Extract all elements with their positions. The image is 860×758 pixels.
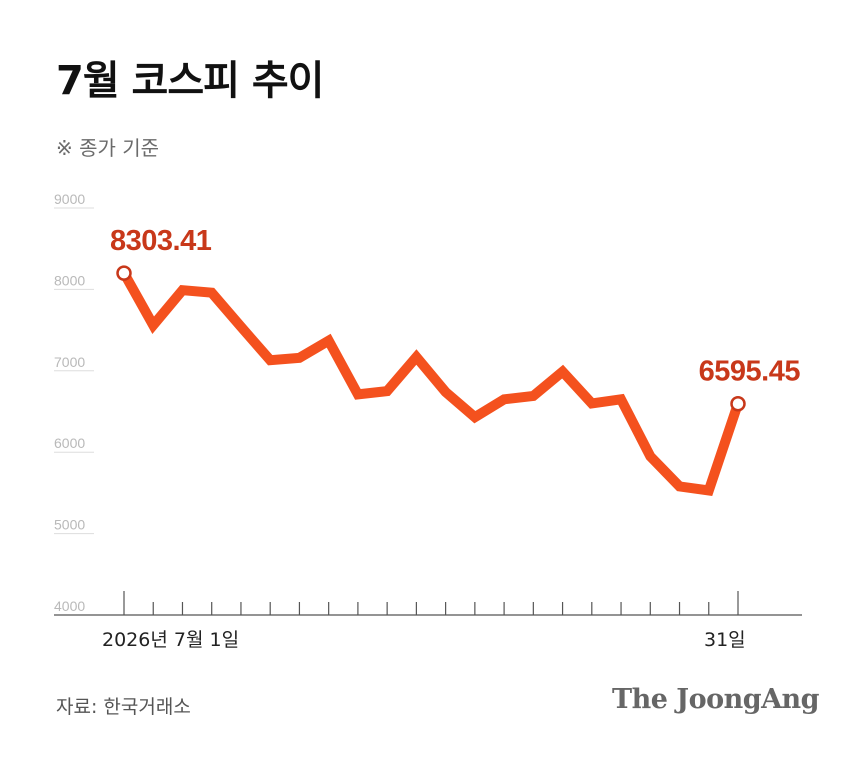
source-note: 자료: 한국거래소 <box>56 696 191 718</box>
chart-title: 7월 코스피 추이 <box>56 58 324 104</box>
series-line <box>119 270 743 497</box>
y-tick-label: 5000 <box>54 517 85 533</box>
chart-subtitle: ※ 종가 기준 <box>56 136 160 160</box>
x-axis <box>54 591 802 616</box>
y-tick-label: 6000 <box>54 435 85 451</box>
y-tick-label: 7000 <box>54 354 85 370</box>
data-label: 6595.45 <box>699 356 801 388</box>
y-tick-label: 9000 <box>54 191 85 207</box>
endpoint-marker <box>116 265 132 281</box>
data-label: 8303.41 <box>110 225 212 257</box>
data-labels: 8303.41 6595.45 <box>110 225 801 388</box>
y-axis-ticks: 9000 8000 7000 6000 5000 4000 <box>54 191 94 616</box>
x-axis-labels: 2026년 7월 1일 31일 <box>102 629 746 651</box>
endpoint-markers <box>116 265 746 412</box>
endpoint-marker <box>730 395 746 412</box>
y-tick-label: 8000 <box>54 272 85 288</box>
y-tick-label: 4000 <box>54 598 85 614</box>
publisher-logo: The JoongAng <box>612 684 820 715</box>
x-axis-label: 31일 <box>704 629 746 651</box>
x-axis-label: 2026년 7월 1일 <box>102 629 239 651</box>
series-layer <box>119 270 743 497</box>
